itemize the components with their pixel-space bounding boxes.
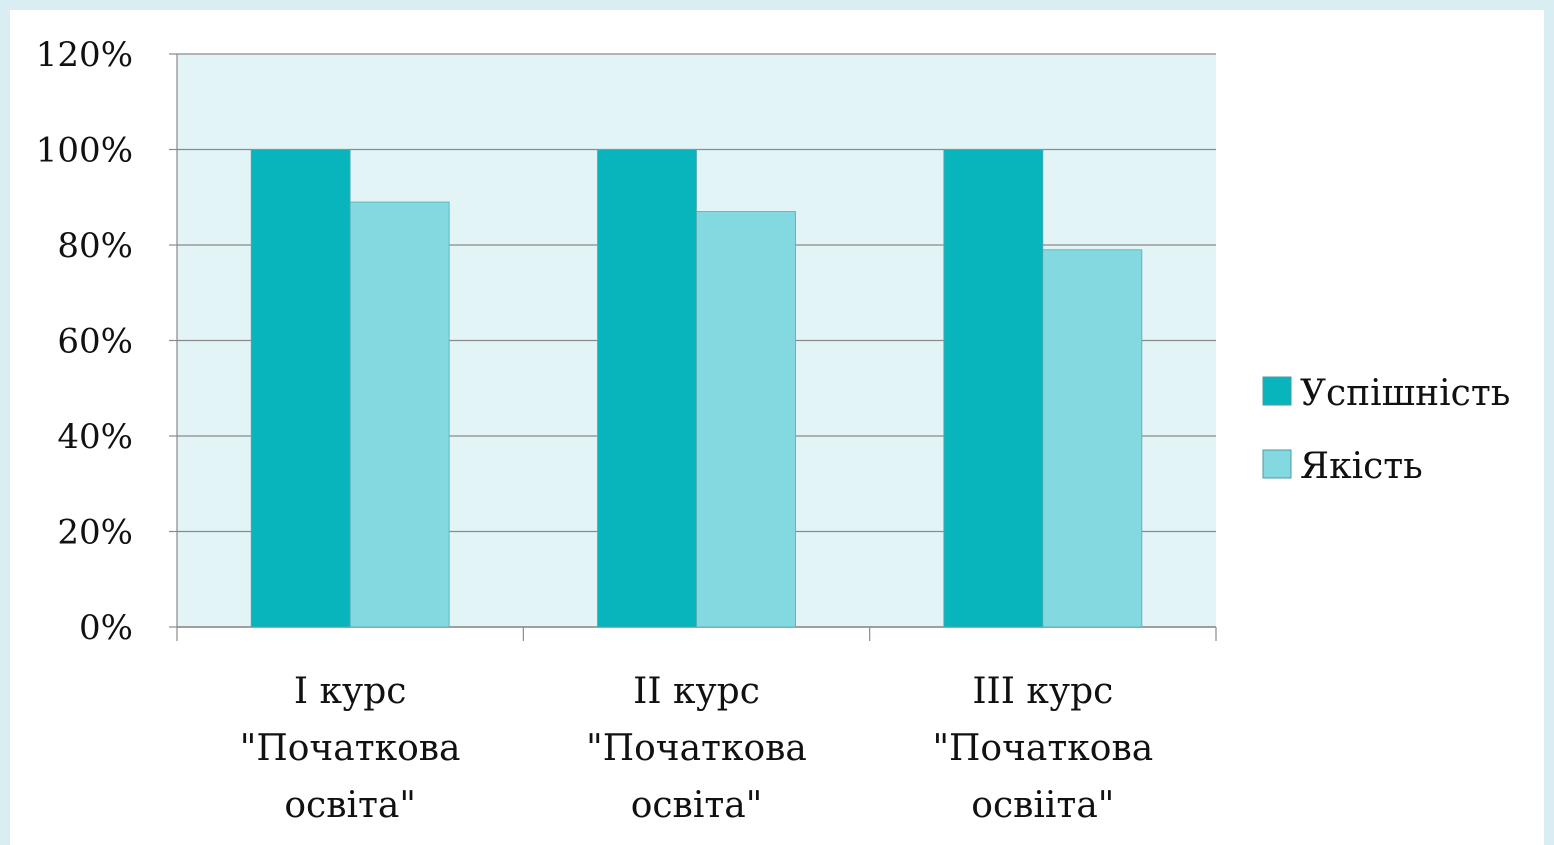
y-tick-label: 60% <box>57 322 133 362</box>
x-category-label: освіта" <box>631 785 763 826</box>
bar-uspishnist <box>943 149 1044 628</box>
bar-yakist <box>1042 249 1143 628</box>
y-tick-label: 120% <box>36 35 133 75</box>
legend-swatch <box>1262 376 1292 406</box>
x-category-label: "Початкова <box>586 728 807 769</box>
bar-uspishnist <box>250 149 351 628</box>
x-category-label: III курс <box>972 671 1113 712</box>
y-tick-label: 20% <box>57 513 133 553</box>
x-category-label: I курс <box>294 671 407 712</box>
x-category-label: II курс <box>633 671 760 712</box>
bar-yakist <box>696 211 796 628</box>
x-category-label: "Початкова <box>240 728 461 769</box>
x-category-label: освіта" <box>284 785 416 826</box>
y-tick-label: 0% <box>79 608 133 648</box>
legend-label: Якість <box>1300 446 1423 487</box>
bar-yakist <box>349 201 450 628</box>
y-tick-label: 40% <box>57 417 133 457</box>
legend-label: Успішність <box>1300 373 1510 414</box>
y-tick-label: 80% <box>57 226 133 266</box>
x-category-label: освіiта" <box>971 785 1114 826</box>
bar-uspishnist <box>597 149 697 628</box>
y-tick-label: 100% <box>36 131 133 171</box>
legend-swatch <box>1262 449 1292 479</box>
x-category-label: "Початкова <box>932 728 1153 769</box>
